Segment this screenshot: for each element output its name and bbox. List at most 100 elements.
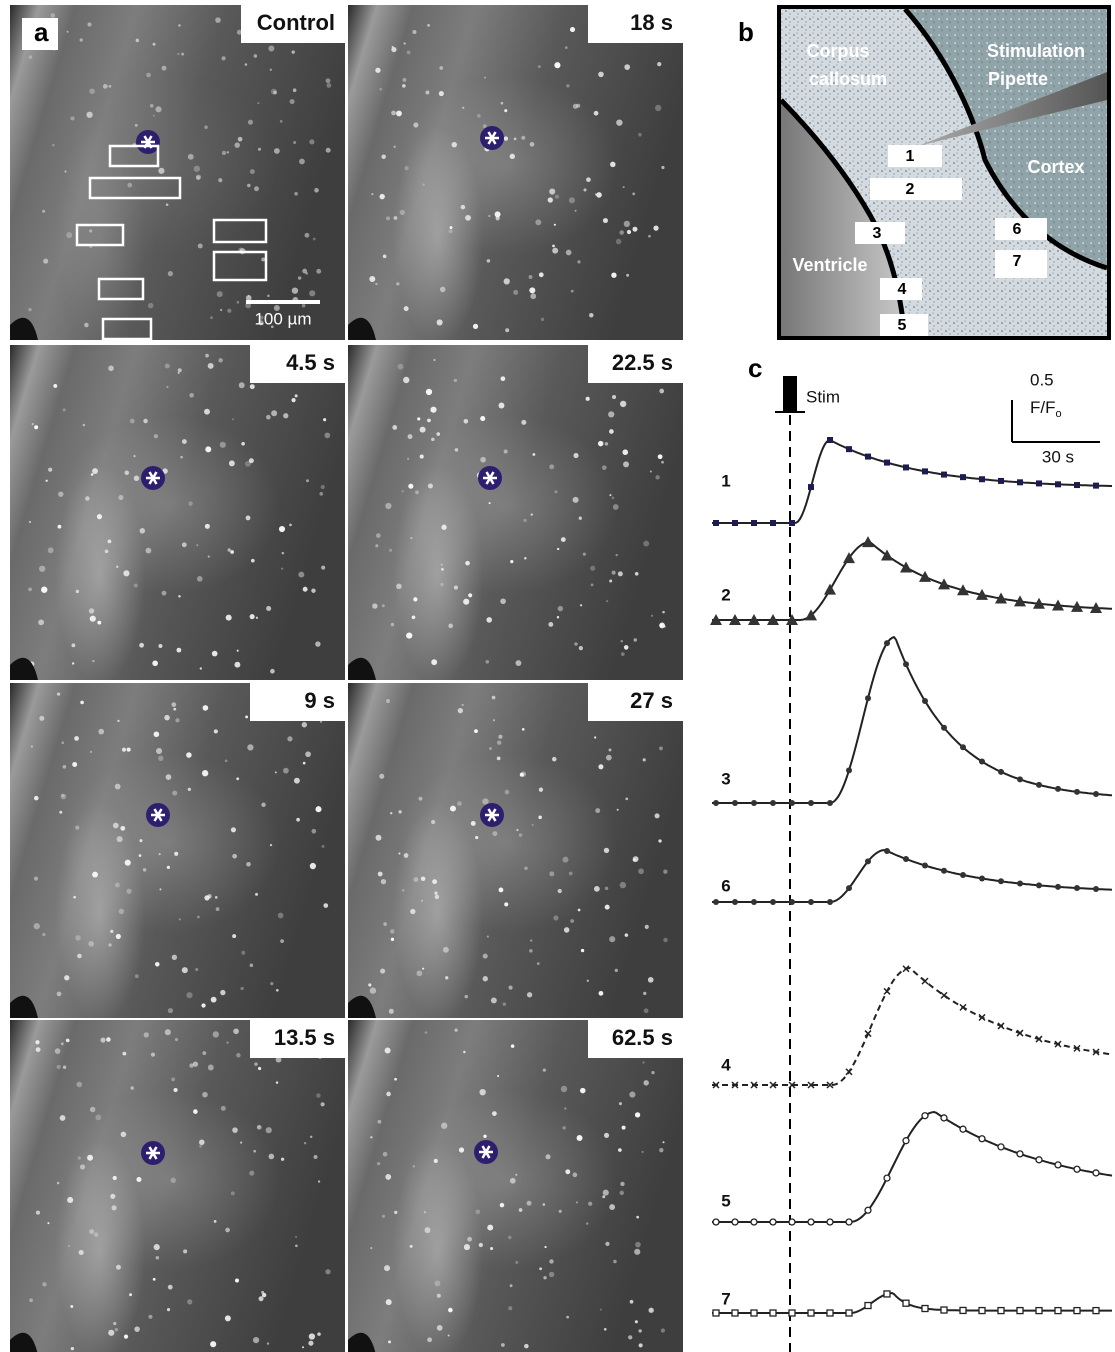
- cell: [434, 1159, 438, 1163]
- cell: [538, 816, 542, 820]
- frame-label: 18 s: [630, 10, 673, 35]
- cell: [94, 1232, 99, 1237]
- cell: [71, 1347, 74, 1350]
- cell: [276, 989, 279, 992]
- cell: [497, 1075, 499, 1077]
- cell: [388, 1340, 391, 1343]
- cell: [580, 1088, 586, 1094]
- micrograph: 4.5 s: [10, 345, 345, 685]
- cell: [662, 611, 664, 613]
- marker: [862, 536, 874, 547]
- cell: [586, 177, 591, 182]
- cell: [221, 56, 225, 60]
- cell: [497, 741, 501, 745]
- cell: [505, 328, 509, 332]
- cell: [270, 669, 275, 674]
- cell: [524, 557, 527, 560]
- cell: [549, 871, 554, 876]
- cell: [83, 424, 86, 427]
- cell: [584, 188, 587, 191]
- cell: [613, 504, 619, 510]
- cell: [172, 955, 177, 960]
- cell: [498, 403, 504, 409]
- marker: [1017, 776, 1023, 782]
- cell: [178, 368, 182, 372]
- cell: [574, 642, 577, 645]
- cell: [504, 902, 508, 906]
- cell: [389, 1009, 394, 1014]
- cell: [155, 962, 160, 967]
- cell: [603, 218, 608, 223]
- marker: [1017, 1308, 1023, 1314]
- cell: [257, 1125, 262, 1130]
- cell: [578, 909, 581, 912]
- cell: [267, 1342, 269, 1344]
- cell: [390, 929, 395, 934]
- cell: [58, 491, 63, 496]
- cell: [636, 1216, 639, 1219]
- cell: [106, 1037, 111, 1042]
- cell: [108, 85, 111, 88]
- cell: [457, 801, 462, 806]
- cell: [136, 39, 140, 43]
- marker: [789, 1219, 795, 1225]
- cell: [609, 494, 611, 496]
- cell: [564, 927, 570, 933]
- cell: [602, 1195, 605, 1198]
- cell: [604, 1133, 609, 1138]
- cell: [508, 1236, 512, 1240]
- cell: [378, 1120, 382, 1124]
- cell: [655, 105, 661, 111]
- cell: [85, 496, 90, 501]
- cell: [29, 521, 31, 523]
- cell: [325, 1269, 330, 1274]
- scale-label: 30 s: [1042, 447, 1074, 466]
- cell: [465, 561, 470, 566]
- cell: [559, 1210, 562, 1213]
- cell: [237, 650, 239, 652]
- cell: [254, 186, 259, 191]
- cell: [514, 138, 517, 141]
- region-label: Ventricle: [792, 255, 867, 275]
- cell: [651, 1071, 654, 1074]
- roi-label: 4: [898, 281, 907, 298]
- cell: [623, 461, 629, 467]
- cell: [463, 599, 469, 605]
- cell: [432, 879, 437, 884]
- trace-label: 7: [721, 1289, 730, 1308]
- marker: [922, 1306, 928, 1312]
- cell: [588, 1202, 592, 1206]
- cell: [61, 741, 64, 744]
- cell: [305, 751, 311, 757]
- cell: [391, 111, 396, 116]
- cell: [174, 852, 178, 856]
- cell: [122, 1052, 126, 1056]
- cell: [378, 872, 383, 877]
- cell: [281, 568, 283, 570]
- cell: [214, 1220, 217, 1223]
- cell: [484, 77, 486, 79]
- cell: [279, 526, 285, 532]
- cell: [621, 652, 625, 656]
- cell: [392, 425, 397, 430]
- cell: [368, 983, 371, 986]
- cell: [416, 970, 422, 976]
- cell: [319, 492, 323, 496]
- cell: [136, 1177, 141, 1182]
- cell: [628, 1335, 632, 1339]
- marker: [941, 992, 947, 998]
- marker: [1074, 1166, 1080, 1172]
- cell: [434, 1280, 440, 1286]
- cell: [28, 588, 32, 592]
- cell: [642, 1061, 644, 1063]
- cell: [65, 171, 67, 173]
- cell: [375, 544, 378, 547]
- cell: [413, 123, 418, 128]
- cell: [471, 821, 476, 826]
- marker: [1093, 791, 1099, 797]
- cell: [421, 876, 426, 881]
- cell: [112, 1205, 117, 1210]
- cell: [247, 184, 250, 187]
- marker: [960, 744, 966, 750]
- cell: [220, 442, 226, 448]
